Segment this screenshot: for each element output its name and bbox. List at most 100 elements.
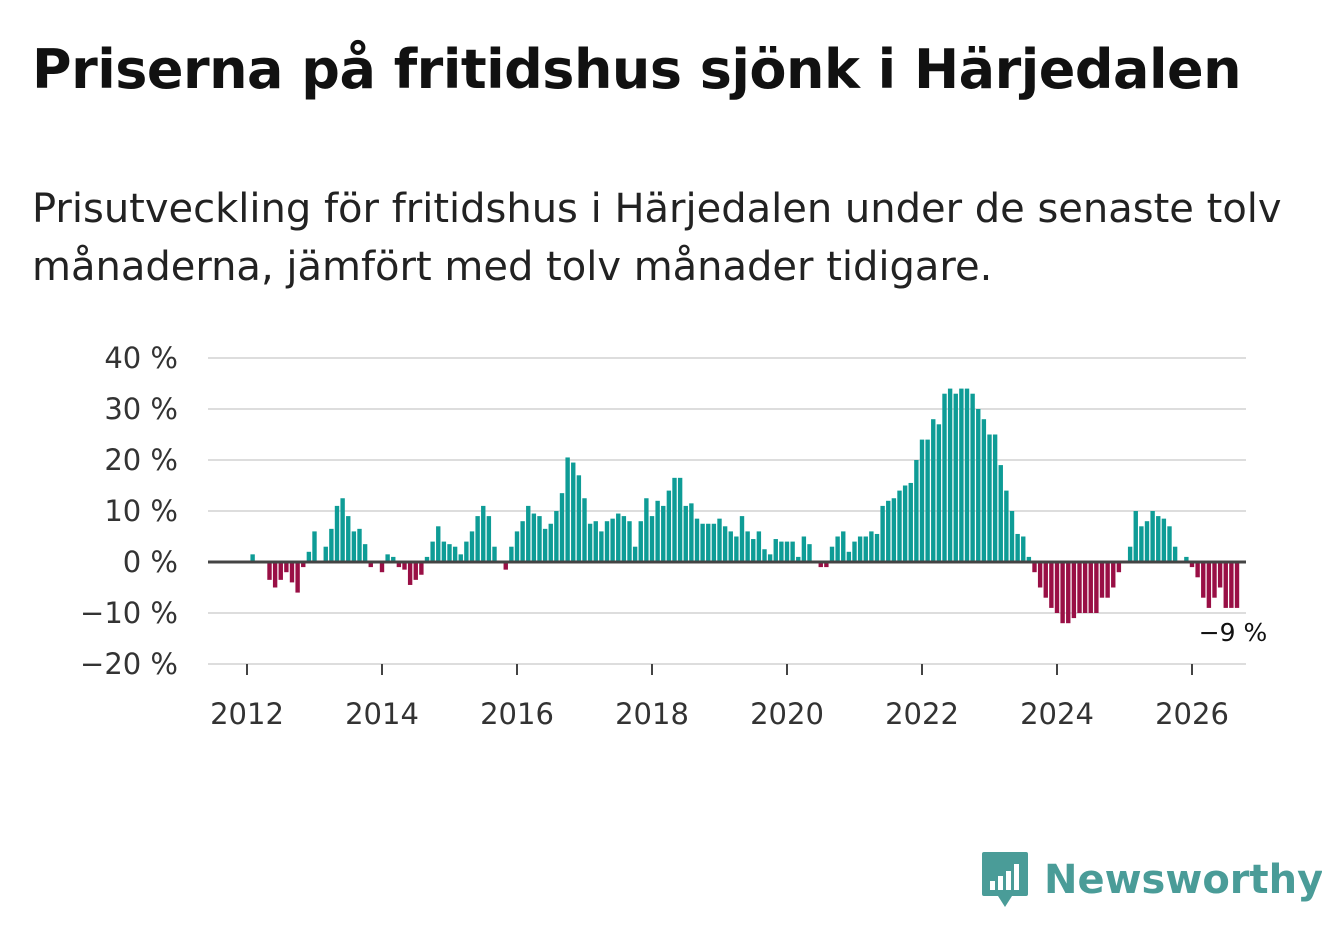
bar xyxy=(1161,518,1167,562)
bar xyxy=(627,521,632,562)
x-tick-label: 2020 xyxy=(750,697,824,731)
bar xyxy=(436,526,441,562)
bar xyxy=(1150,511,1155,562)
bar xyxy=(869,531,874,562)
bar xyxy=(891,498,897,562)
bar xyxy=(661,505,666,562)
bar xyxy=(509,546,514,562)
bar xyxy=(1088,562,1093,613)
y-tick-label: 10 % xyxy=(104,494,178,528)
bar xyxy=(1156,516,1161,562)
bar xyxy=(407,562,413,585)
bar xyxy=(824,562,829,568)
bar xyxy=(526,505,531,562)
bar xyxy=(447,544,452,562)
bar xyxy=(694,518,700,562)
bar xyxy=(992,434,998,562)
bar xyxy=(481,505,486,562)
bar xyxy=(464,541,469,562)
x-tick-label: 2022 xyxy=(885,697,959,731)
bar xyxy=(430,541,435,562)
bar xyxy=(1060,562,1065,624)
bar xyxy=(1212,562,1217,598)
bar xyxy=(1167,526,1172,562)
bar xyxy=(351,531,357,562)
bar xyxy=(469,531,475,562)
bar xyxy=(717,518,722,562)
bars xyxy=(250,388,1240,624)
bar xyxy=(565,457,570,562)
y-tick-label: 20 % xyxy=(104,443,178,477)
bar xyxy=(936,424,942,562)
bar xyxy=(751,539,756,562)
bar xyxy=(616,513,621,562)
bar xyxy=(706,523,711,562)
bar xyxy=(756,531,762,562)
bar xyxy=(587,523,593,562)
bar xyxy=(424,556,430,562)
bar xyxy=(1105,562,1110,598)
bar xyxy=(599,531,604,562)
bar xyxy=(1172,546,1178,562)
bar xyxy=(947,388,953,562)
bar xyxy=(362,544,368,562)
bar xyxy=(1071,562,1077,619)
y-tick-label: 30 % xyxy=(104,392,178,426)
bar xyxy=(419,562,424,575)
bar xyxy=(604,521,610,562)
bar xyxy=(874,533,880,562)
bar xyxy=(638,521,643,562)
bar-chart: 40 %30 %20 %10 %0 %−10 %−20 % 2012 2014 20… xyxy=(80,341,1268,731)
bar xyxy=(554,511,559,562)
x-axis: 2012 2014 2016 2018 2020 2022 2024 2026 xyxy=(210,664,1229,731)
bar xyxy=(666,490,672,562)
x-tick-label: 2018 xyxy=(615,697,689,731)
bar xyxy=(458,554,463,562)
bar xyxy=(576,475,582,562)
bar xyxy=(739,516,745,562)
bar xyxy=(1201,562,1206,598)
bar xyxy=(886,500,891,562)
bar xyxy=(841,531,846,562)
bar xyxy=(396,562,402,568)
bar xyxy=(1026,556,1032,562)
bar xyxy=(649,516,655,562)
bar xyxy=(908,482,913,562)
bar xyxy=(683,505,688,562)
bar xyxy=(644,498,649,562)
bar xyxy=(734,536,739,562)
brand-logo: Newsworthy xyxy=(980,850,1322,910)
annotations: −9 % xyxy=(1199,618,1268,647)
bar xyxy=(334,505,340,562)
bar xyxy=(1043,562,1048,598)
bar xyxy=(796,556,801,562)
bar xyxy=(655,500,660,562)
bar xyxy=(1111,562,1116,588)
bar xyxy=(897,490,902,562)
bar xyxy=(728,531,733,562)
bar xyxy=(492,546,497,562)
bar xyxy=(301,562,306,568)
bar xyxy=(486,516,492,562)
bar xyxy=(1066,562,1071,624)
bar xyxy=(773,539,778,562)
bar xyxy=(767,554,773,562)
bar xyxy=(964,388,970,562)
bar xyxy=(1229,562,1234,608)
bar xyxy=(970,393,975,562)
gridlines xyxy=(208,357,1246,665)
newsworthy-logo-icon xyxy=(982,852,1028,907)
bar xyxy=(250,554,255,562)
bar xyxy=(1032,562,1037,573)
bar xyxy=(402,562,407,570)
bar xyxy=(346,516,351,562)
x-tick-label: 2012 xyxy=(210,697,284,731)
bar xyxy=(863,536,868,562)
bar xyxy=(829,546,835,562)
chart-title: Priserna på fritidshus sjönk i Härjedale… xyxy=(32,38,1242,101)
bar xyxy=(1206,562,1212,608)
bar xyxy=(306,551,312,562)
y-tick-label: 0 % xyxy=(123,545,178,579)
bar xyxy=(571,462,576,562)
bar xyxy=(959,388,964,562)
